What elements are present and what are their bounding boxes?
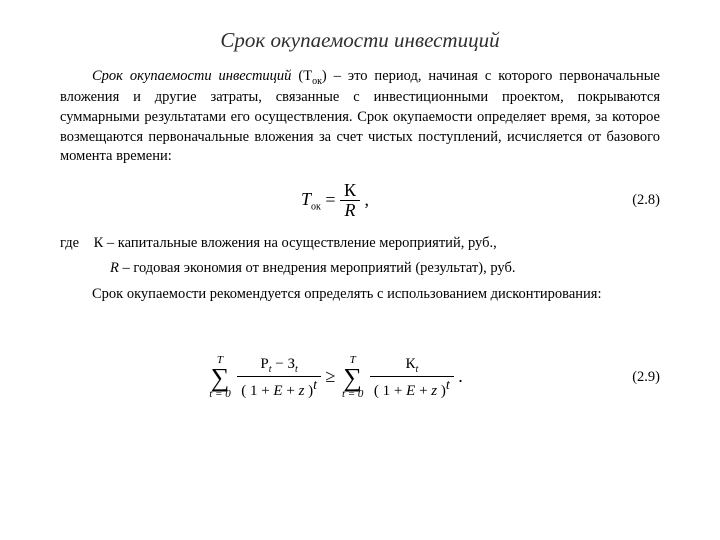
where-line-2: R – годовая экономия от внедрения меропр… — [60, 260, 660, 277]
equation-2-number: (2.9) — [610, 369, 660, 386]
equation-1-number: (2.8) — [610, 192, 660, 209]
sum-2: T ∑ t = 0 — [342, 355, 363, 400]
paragraph-1: Срок окупаемости инвестиций (Ток) – это … — [60, 67, 660, 167]
sub-ok: ок — [312, 76, 322, 87]
page-title: Срок окупаемости инвестиций — [60, 28, 660, 53]
eq1-fraction: К R — [340, 181, 360, 222]
where-line-1: где К – капитальные вложения на осуществ… — [60, 235, 660, 252]
document-page: Срок окупаемости инвестиций Срок окупаем… — [0, 0, 720, 434]
equation-1-row: Tок = К R , (2.8) — [60, 181, 660, 222]
equation-1: Tок = К R , — [60, 181, 610, 222]
paragraph-2: Срок окупаемости рекомендуется определят… — [60, 285, 660, 305]
term-payback: Срок окупаемости инвестиций — [92, 68, 291, 84]
eq1-lhs: Tок — [301, 189, 321, 209]
equation-2: T ∑ t = 0 Рt − Зt ( 1 + E + z )t ≥ T ∑ t… — [60, 355, 610, 401]
eq2-frac-1: Рt − Зt ( 1 + E + z )t — [237, 355, 321, 401]
equation-2-row: T ∑ t = 0 Рt − Зt ( 1 + E + z )t ≥ T ∑ t… — [60, 355, 660, 401]
sum-1: T ∑ t = 0 — [209, 355, 230, 400]
eq2-frac-2: Кt ( 1 + E + z )t — [370, 355, 454, 401]
